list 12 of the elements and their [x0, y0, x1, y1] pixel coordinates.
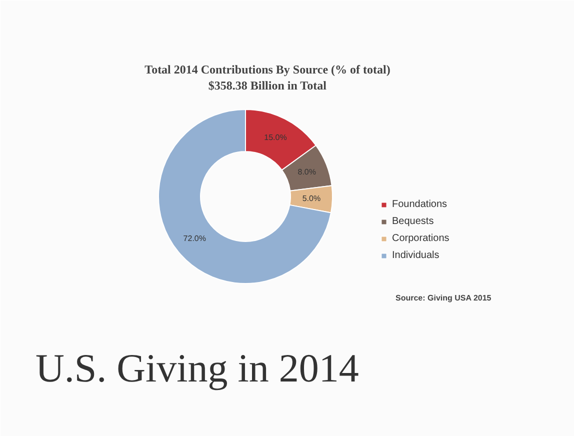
chart-title: Total 2014 Contributions By Source (% of total) — [144, 62, 390, 76]
data-label: 72.0% — [183, 234, 206, 244]
data-label: 15.0% — [264, 133, 287, 142]
data-label: 5.0% — [302, 194, 321, 204]
legend-label: Corporations — [392, 233, 450, 244]
data-label: 8.0% — [298, 168, 316, 177]
legend-label: Individuals — [392, 250, 440, 261]
legend-label: Bequests — [392, 216, 434, 227]
chart-subtitle: $358.38 Billion in Total — [208, 78, 328, 92]
source-note: Source: Giving USA 2015 — [396, 294, 492, 302]
text: U.S. Giving in 2014 — [36, 346, 359, 390]
legend-label: Foundations — [392, 199, 448, 210]
